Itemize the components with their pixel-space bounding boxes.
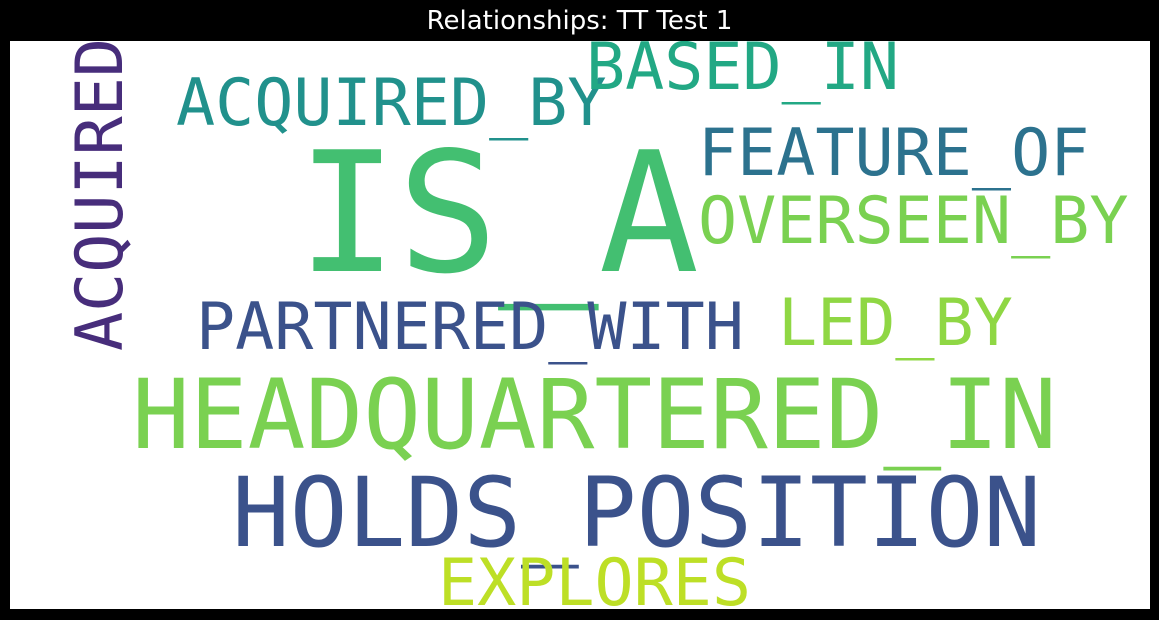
word-based-in: BASED_IN	[586, 41, 900, 105]
word-explores: EXPLORES	[438, 546, 752, 609]
chart-title: Relationships: TT Test 1	[426, 6, 733, 36]
word-feature-of: FEATURE_OF	[698, 116, 1090, 191]
word-acquired: ACQUIRED	[63, 41, 138, 351]
word-overseen-by: OVERSEEN_BY	[698, 184, 1129, 259]
word-is-a: IS_A	[297, 117, 700, 311]
word-holds-position: HOLDS_POSITION	[232, 457, 1042, 569]
word-partnered-with: PARTNERED_WITH	[196, 290, 744, 365]
word-acquired-by: ACQUIRED_BY	[176, 66, 607, 141]
word-headquartered-in: HEADQUARTERED_IN	[132, 359, 1057, 471]
word-led-by: LED_BY	[778, 286, 1013, 361]
word-cloud: IS_A HEADQUARTERED_IN HOLDS_POSITION ACQ…	[10, 41, 1150, 609]
